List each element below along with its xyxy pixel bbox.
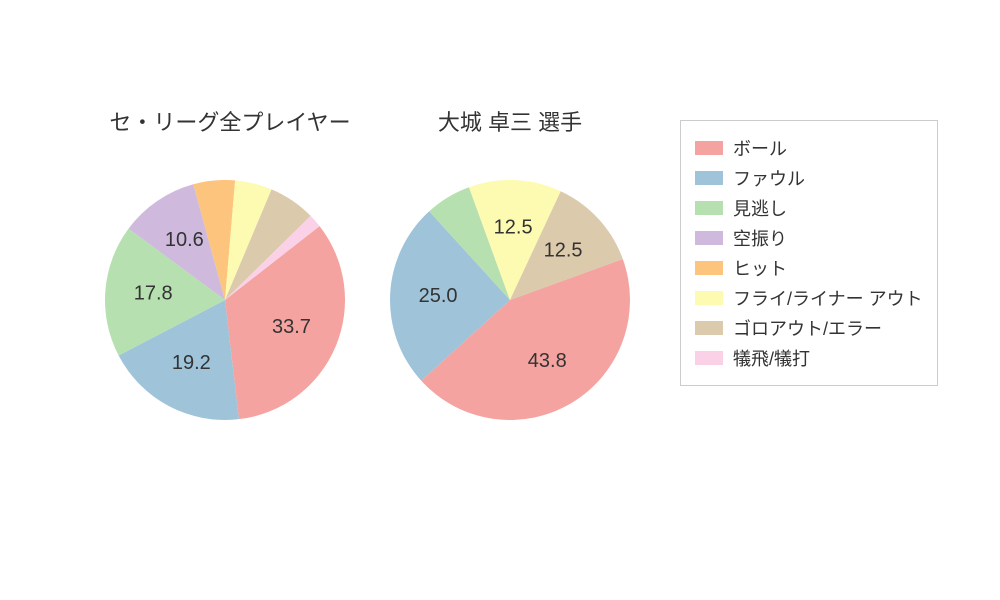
pie-slice-label-ground_out: 12.5 (544, 240, 583, 262)
legend-swatch-hit (695, 261, 723, 275)
chart-title-player: 大城 卓三 選手 (395, 105, 625, 137)
pie-slice-label-foul: 19.2 (172, 352, 211, 374)
legend-item-flyliner_out: フライ/ライナー アウト (695, 285, 923, 311)
legend-swatch-flyliner_out (695, 291, 723, 305)
legend: ボールファウル見逃し空振りヒットフライ/ライナー アウトゴロアウト/エラー犠飛/… (680, 120, 938, 386)
pie-player: 43.8 25.0 12.5 12.5 (390, 180, 630, 420)
legend-label-foul: ファウル (733, 165, 805, 191)
legend-swatch-look (695, 201, 723, 215)
pie-slice-label-look: 17.8 (134, 283, 173, 305)
legend-item-ground_out: ゴロアウト/エラー (695, 315, 923, 341)
legend-item-foul: ファウル (695, 165, 923, 191)
legend-item-hit: ヒット (695, 255, 923, 281)
pie-slice-label-ball: 33.7 (272, 316, 311, 338)
pie-slice-label-swing: 10.6 (165, 229, 204, 251)
legend-label-ground_out: ゴロアウト/エラー (733, 315, 882, 341)
legend-item-swing: 空振り (695, 225, 923, 251)
pie-slice-label-ball: 43.8 (528, 350, 567, 372)
legend-label-sac: 犠飛/犠打 (733, 345, 810, 371)
pie-slice-label-flyliner_out: 12.5 (494, 216, 533, 238)
legend-swatch-foul (695, 171, 723, 185)
legend-swatch-ground_out (695, 321, 723, 335)
legend-swatch-sac (695, 351, 723, 365)
pie-slice-label-foul: 25.0 (419, 285, 458, 307)
legend-label-flyliner_out: フライ/ライナー アウト (733, 285, 923, 311)
legend-item-ball: ボール (695, 135, 923, 161)
legend-item-look: 見逃し (695, 195, 923, 221)
legend-label-look: 見逃し (733, 195, 787, 221)
legend-label-hit: ヒット (733, 255, 787, 281)
legend-swatch-swing (695, 231, 723, 245)
legend-swatch-ball (695, 141, 723, 155)
legend-item-sac: 犠飛/犠打 (695, 345, 923, 371)
chart-stage: セ・リーグ全プレイヤー 大城 卓三 選手 33.7 19.2 17.8 10.6 43… (0, 0, 1000, 600)
chart-title-league: セ・リーグ全プレイヤー (100, 105, 360, 137)
legend-label-swing: 空振り (733, 225, 787, 251)
pie-player-svg: 43.8 25.0 12.5 12.5 (390, 180, 630, 420)
legend-label-ball: ボール (733, 135, 787, 161)
pie-league-svg: 33.7 19.2 17.8 10.6 (105, 180, 345, 420)
pie-league: 33.7 19.2 17.8 10.6 (105, 180, 345, 420)
